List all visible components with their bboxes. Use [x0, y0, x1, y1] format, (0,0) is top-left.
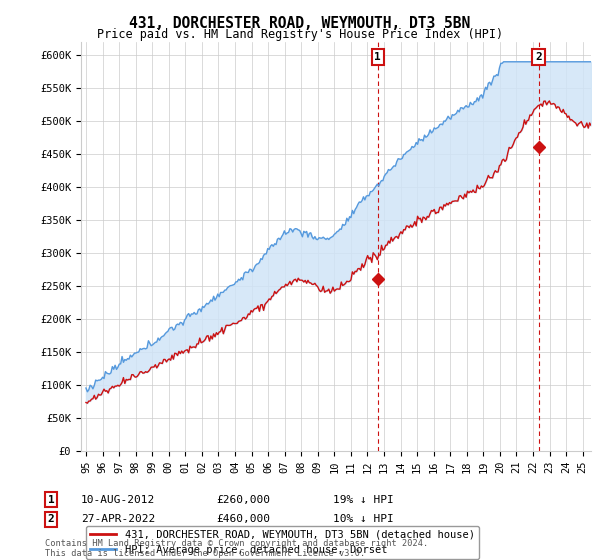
Text: 2: 2 — [47, 514, 55, 524]
Text: 27-APR-2022: 27-APR-2022 — [81, 514, 155, 524]
Text: £460,000: £460,000 — [216, 514, 270, 524]
Text: Contains HM Land Registry data © Crown copyright and database right 2024.
This d: Contains HM Land Registry data © Crown c… — [45, 539, 428, 558]
Text: 2: 2 — [535, 52, 542, 62]
Text: 1: 1 — [47, 494, 55, 505]
Text: 19% ↓ HPI: 19% ↓ HPI — [333, 494, 394, 505]
Text: 10-AUG-2012: 10-AUG-2012 — [81, 494, 155, 505]
Text: 431, DORCHESTER ROAD, WEYMOUTH, DT3 5BN: 431, DORCHESTER ROAD, WEYMOUTH, DT3 5BN — [130, 16, 470, 31]
Text: Price paid vs. HM Land Registry's House Price Index (HPI): Price paid vs. HM Land Registry's House … — [97, 28, 503, 41]
Text: £260,000: £260,000 — [216, 494, 270, 505]
Text: 1: 1 — [374, 52, 381, 62]
Legend: 431, DORCHESTER ROAD, WEYMOUTH, DT3 5BN (detached house), HPI: Average price, de: 431, DORCHESTER ROAD, WEYMOUTH, DT3 5BN … — [86, 525, 479, 559]
Text: 10% ↓ HPI: 10% ↓ HPI — [333, 514, 394, 524]
